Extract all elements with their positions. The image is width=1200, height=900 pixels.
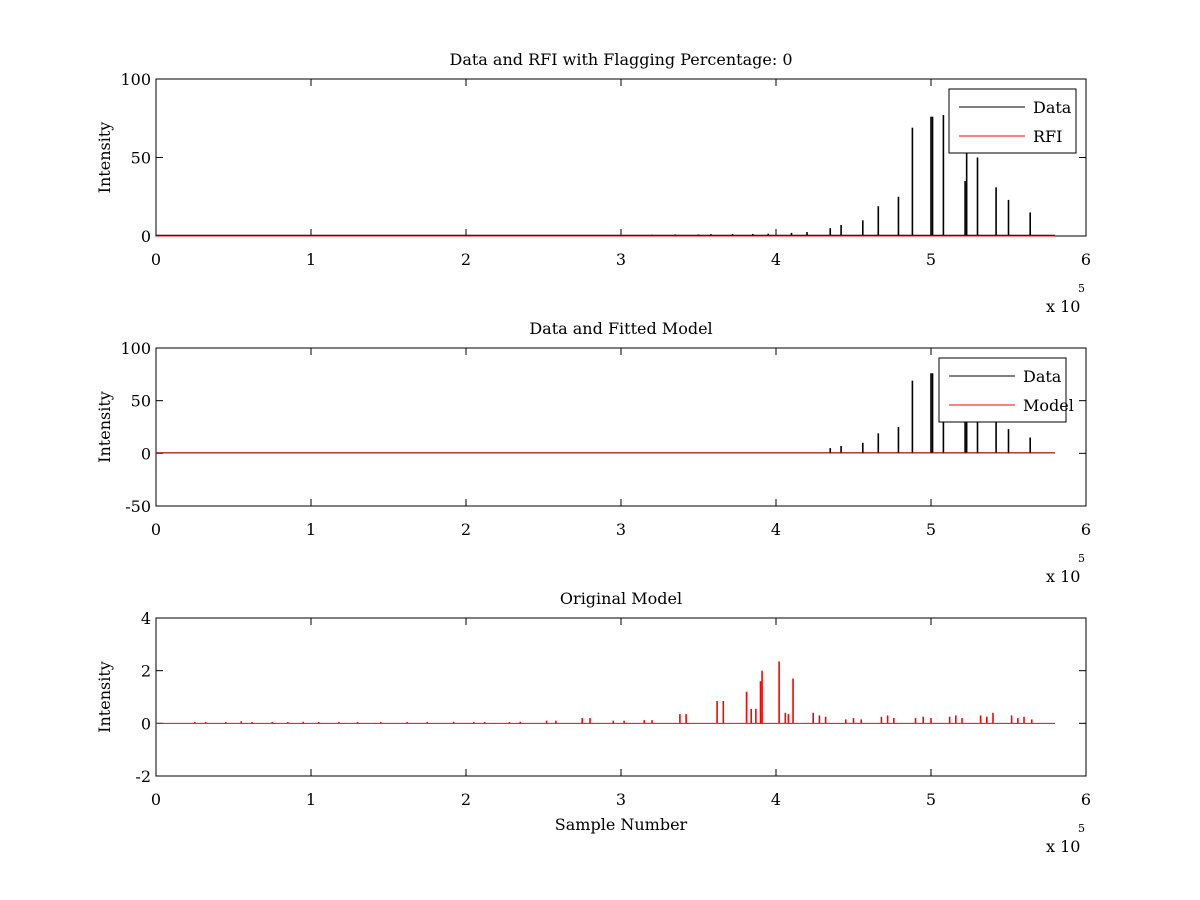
chart-title: Data and Fitted Model (529, 319, 712, 338)
chart-panel-2: Data and Fitted Model Intensity 0 1 2 3 4 5 6 -50… (95, 319, 1091, 586)
y-tick-label: 0 (141, 227, 151, 246)
x-tick-label: 4 (771, 520, 781, 539)
legend-label: Data (1023, 367, 1062, 386)
x-tick-label: 4 (771, 790, 781, 809)
x-tick-label: 0 (151, 520, 161, 539)
y-tick-label: 2 (141, 662, 151, 681)
chart-panel-1: Data and RFI with Flagging Percentage: 0… (95, 50, 1091, 316)
legend-box (938, 357, 1067, 423)
y-tick-label: 50 (131, 392, 151, 411)
x-multiplier-label: x 10 (1046, 567, 1080, 586)
x-tick-label: 6 (1081, 520, 1091, 539)
x-tick-label: 1 (306, 520, 316, 539)
legend-label: RFI (1033, 127, 1062, 146)
x-tick-label: 1 (306, 790, 316, 809)
series-1 (156, 661, 1055, 724)
y-tick-label: 0 (141, 444, 151, 463)
x-tick-label: 0 (151, 790, 161, 809)
legend-label: Model (1023, 396, 1074, 415)
legend-label: Data (1033, 98, 1072, 117)
chart-title: Data and RFI with Flagging Percentage: 0 (449, 50, 792, 69)
x-tick-label: 2 (461, 520, 471, 539)
x-multiplier-exponent: 5 (1078, 552, 1085, 565)
y-tick-label: -2 (135, 767, 151, 786)
legend: Data Model (938, 357, 1074, 423)
y-axis-label: Intensity (95, 122, 114, 194)
x-tick-label: 6 (1081, 790, 1091, 809)
x-tick-label: 4 (771, 250, 781, 269)
x-multiplier-label: x 10 (1046, 297, 1080, 316)
y-tick-label: 100 (120, 70, 151, 89)
y-axis-label: Intensity (95, 391, 114, 463)
x-multiplier-exponent: 5 (1078, 282, 1085, 295)
x-tick-label: 3 (616, 790, 626, 809)
y-axis-label: Intensity (95, 661, 114, 733)
x-tick-label: 5 (926, 790, 936, 809)
plot-area (155, 617, 1087, 777)
y-tick-label: -50 (125, 497, 151, 516)
x-tick-label: 5 (926, 520, 936, 539)
plot-area (155, 78, 1087, 237)
legend-box (948, 88, 1077, 154)
x-multiplier-exponent: 5 (1078, 822, 1085, 835)
x-multiplier-label: x 10 (1046, 837, 1080, 856)
x-tick-label: 6 (1081, 250, 1091, 269)
y-tick-label: 0 (141, 714, 151, 733)
y-tick-label: 100 (120, 339, 151, 358)
x-tick-label: 3 (616, 250, 626, 269)
x-tick-label: 3 (616, 520, 626, 539)
x-tick-label: 2 (461, 250, 471, 269)
chart-title: Original Model (560, 589, 682, 608)
x-tick-label: 0 (151, 250, 161, 269)
legend: Data RFI (948, 88, 1077, 154)
y-tick-label: 50 (131, 149, 151, 168)
x-tick-label: 1 (306, 250, 316, 269)
chart-panel-3: Original Model Intensity Sample Number 0 1 2 3… (95, 589, 1091, 856)
x-axis-label: Sample Number (555, 815, 688, 834)
x-tick-label: 2 (461, 790, 471, 809)
y-tick-label: 4 (141, 609, 151, 628)
x-tick-label: 5 (926, 250, 936, 269)
